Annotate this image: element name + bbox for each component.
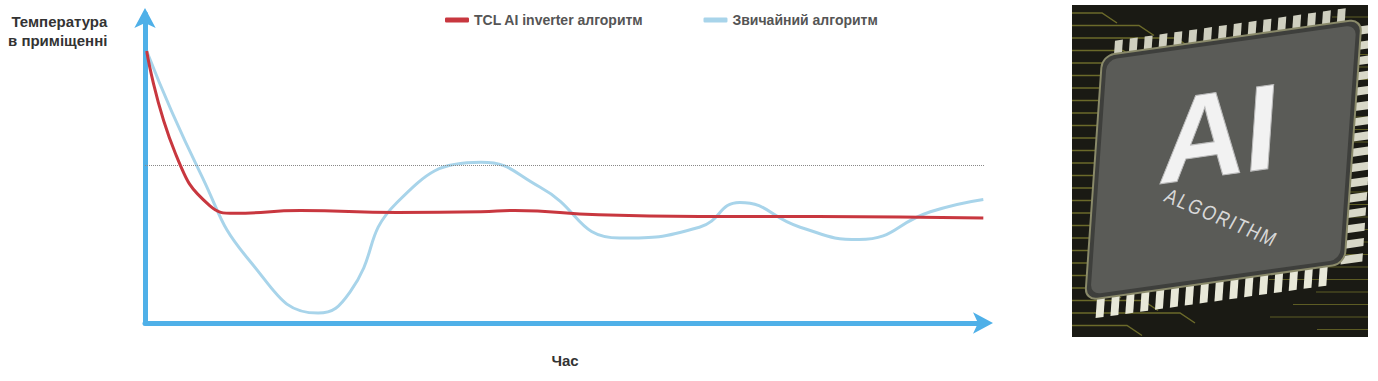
svg-text:TCL AI inverter алгоритм: TCL AI inverter алгоритм [474,12,643,28]
svg-text:в приміщенні: в приміщенні [8,32,107,49]
svg-text:Температура: Температура [11,13,108,30]
svg-text:ALGORITHM: ALGORITHM [1161,185,1282,252]
svg-text:Час: Час [551,352,578,369]
svg-text:AI: AI [1155,56,1284,211]
svg-text:Звичайний алгоритм: Звичайний алгоритм [732,12,877,28]
